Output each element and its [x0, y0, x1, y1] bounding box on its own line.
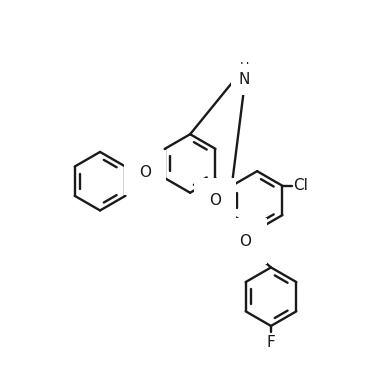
- Text: O: O: [240, 234, 252, 249]
- Text: O: O: [139, 165, 151, 180]
- Text: N: N: [238, 72, 250, 87]
- Text: F: F: [267, 335, 275, 350]
- Text: O: O: [209, 193, 221, 208]
- Text: Cl: Cl: [293, 178, 308, 194]
- Text: H: H: [239, 61, 249, 74]
